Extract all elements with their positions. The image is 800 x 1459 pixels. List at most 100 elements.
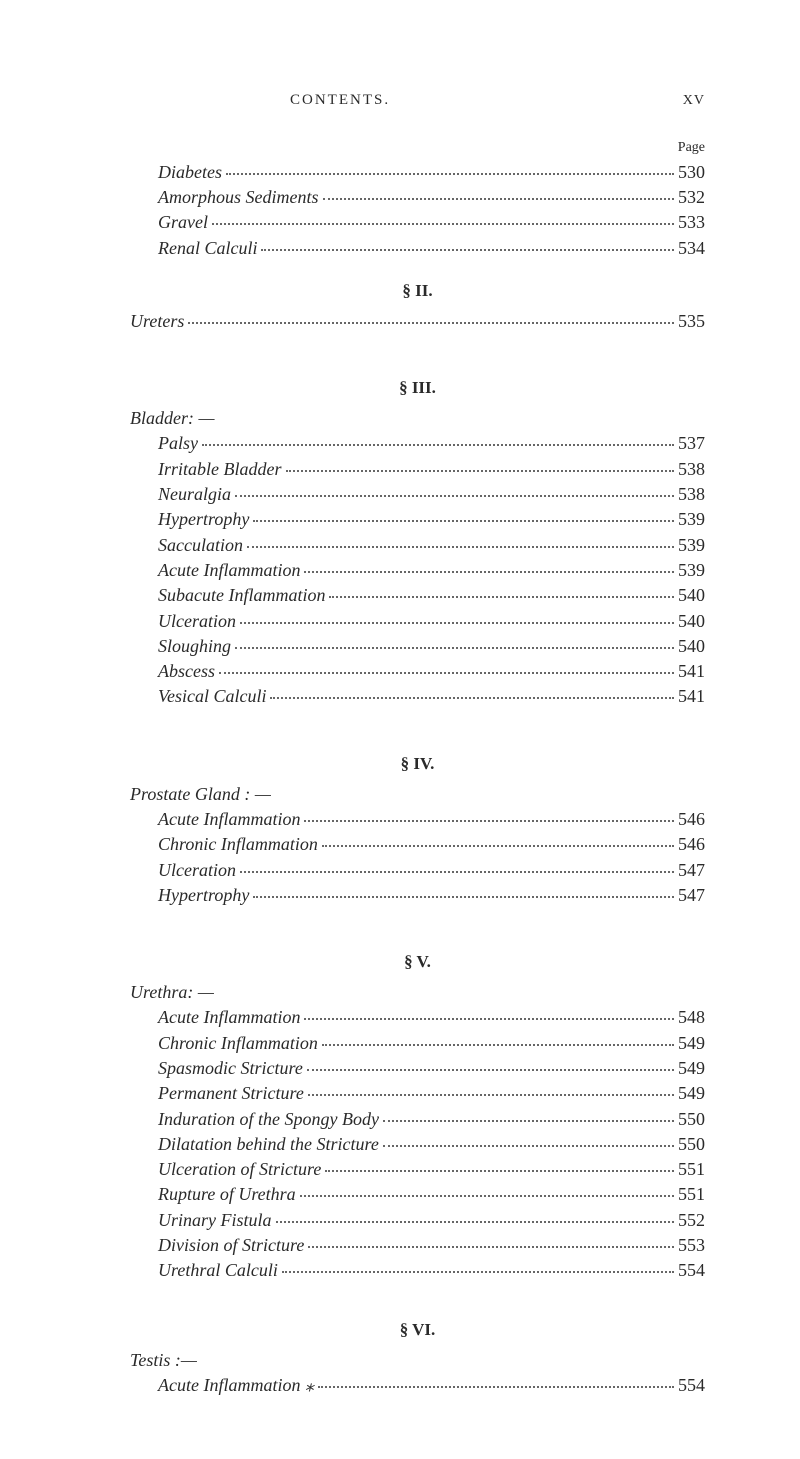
leader-dots <box>383 1145 674 1147</box>
entry-label: Sacculation <box>158 533 243 557</box>
toc-entry: Ureters535 <box>130 309 705 333</box>
entry-label: Induration of the Spongy Body <box>158 1107 379 1131</box>
toc-entry: Abscess541 <box>130 659 705 683</box>
entry-page-number: 550 <box>678 1132 705 1156</box>
entry-page-number: 537 <box>678 431 705 455</box>
leader-dots <box>307 1069 674 1071</box>
toc-entry: Spasmodic Stricture549 <box>130 1056 705 1080</box>
leader-dots <box>329 596 674 598</box>
entry-label: Rupture of Urethra <box>158 1182 296 1206</box>
leader-dots <box>219 672 674 674</box>
toc-entry: Acute Inflammation ⁎554 <box>130 1373 705 1397</box>
section-mark: § III. <box>130 377 705 400</box>
leader-dots <box>325 1170 674 1172</box>
entry-page-number: 549 <box>678 1031 705 1055</box>
entry-page-number: 540 <box>678 583 705 607</box>
entry-group: Ureters535 <box>130 309 705 333</box>
leader-dots <box>235 495 674 497</box>
entry-page-number: 546 <box>678 807 705 831</box>
entry-label: Hypertrophy <box>158 883 249 907</box>
entry-group: Acute Inflammation ⁎554 <box>130 1373 705 1397</box>
leader-dots <box>323 198 675 200</box>
toc-entry: Sloughing540 <box>130 634 705 658</box>
entry-page-number: 534 <box>678 236 705 260</box>
entry-page-number: 554 <box>678 1258 705 1282</box>
toc-entry: Ulceration of Stricture551 <box>130 1157 705 1181</box>
leader-dots <box>308 1246 674 1248</box>
entry-page-number: 539 <box>678 507 705 531</box>
toc-entry: Urethral Calculi 554 <box>130 1258 705 1282</box>
toc-entry: Sacculation539 <box>130 533 705 557</box>
toc-entry: Renal Calculi534 <box>130 236 705 260</box>
entry-label: Acute Inflammation <box>158 558 300 582</box>
toc-entry: Rupture of Urethra551 <box>130 1182 705 1206</box>
section-mark: § IV. <box>130 753 705 776</box>
entry-label: Ulceration <box>158 609 236 633</box>
leader-dots <box>304 820 674 822</box>
entry-page-number: 547 <box>678 883 705 907</box>
entry-page-number: 533 <box>678 210 705 234</box>
spacer <box>130 1285 705 1299</box>
entry-page-number: 552 <box>678 1208 705 1232</box>
leader-dots <box>304 1018 674 1020</box>
toc-entry: Permanent Stricture 549 <box>130 1081 705 1105</box>
entry-label: Gravel <box>158 210 208 234</box>
leader-dots <box>240 871 674 873</box>
group-heading: Bladder: — <box>130 406 705 430</box>
toc-entry: Acute Inflammation548 <box>130 1005 705 1029</box>
entry-label: Chronic Inflammation <box>158 1031 318 1055</box>
leader-dots <box>318 1386 674 1388</box>
entry-label: Division of Stricture <box>158 1233 304 1257</box>
entry-page-number: 538 <box>678 457 705 481</box>
leader-dots <box>253 520 674 522</box>
entry-page-number: 554 <box>678 1373 705 1397</box>
entry-label: Subacute Inflammation <box>158 583 325 607</box>
toc-body: Diabetes530Amorphous Sediments532Gravel 5… <box>130 160 705 1397</box>
entry-label: Neuralgia <box>158 482 231 506</box>
spacer <box>130 335 705 357</box>
toc-entry: Hypertrophy 547 <box>130 883 705 907</box>
entry-page-number: 547 <box>678 858 705 882</box>
toc-entry: Vesical Calculi541 <box>130 684 705 708</box>
entry-page-number: 553 <box>678 1233 705 1257</box>
entry-page-number: 546 <box>678 832 705 856</box>
leader-dots <box>240 622 674 624</box>
spacer <box>130 711 705 733</box>
leader-dots <box>226 173 674 175</box>
entry-page-number: 551 <box>678 1157 705 1181</box>
entry-page-number: 549 <box>678 1081 705 1105</box>
page-label: Page <box>130 139 705 158</box>
entry-page-number: 541 <box>678 684 705 708</box>
toc-entry: Chronic Inflammation 549 <box>130 1031 705 1055</box>
toc-entry: Diabetes530 <box>130 160 705 184</box>
entry-label: Dilatation behind the Stricture <box>158 1132 379 1156</box>
entry-group: Acute Inflammation548Chronic Inflammatio… <box>130 1005 705 1282</box>
leader-dots <box>253 896 674 898</box>
entry-label: Irritable Bladder <box>158 457 282 481</box>
running-header: CONTENTS. XV <box>130 90 705 111</box>
spacer <box>130 909 705 931</box>
toc-entry: Gravel 533 <box>130 210 705 234</box>
leader-dots <box>322 845 674 847</box>
leader-dots <box>308 1094 674 1096</box>
leader-dots <box>276 1221 674 1223</box>
toc-entry: Neuralgia538 <box>130 482 705 506</box>
entry-label: Ulceration <box>158 858 236 882</box>
section-mark: § VI. <box>130 1319 705 1342</box>
entry-label: Diabetes <box>158 160 222 184</box>
toc-entry: Acute Inflammation546 <box>130 807 705 831</box>
entry-group: Palsy 537 Irritable Bladder 538Neuralgia538… <box>130 431 705 708</box>
entry-label: Palsy <box>158 431 198 455</box>
entry-label: Permanent Stricture <box>158 1081 304 1105</box>
entry-label: Urethral Calculi <box>158 1258 278 1282</box>
group-heading: Prostate Gland : — <box>130 782 705 806</box>
leader-dots <box>322 1044 674 1046</box>
toc-entry: Induration of the Spongy Body 550 <box>130 1107 705 1131</box>
leader-dots <box>282 1271 674 1273</box>
toc-entry: Chronic Inflammation546 <box>130 832 705 856</box>
leader-dots <box>188 322 674 324</box>
entry-label: Abscess <box>158 659 215 683</box>
toc-entry: Amorphous Sediments532 <box>130 185 705 209</box>
leader-dots <box>247 546 674 548</box>
entry-page-number: 550 <box>678 1107 705 1131</box>
